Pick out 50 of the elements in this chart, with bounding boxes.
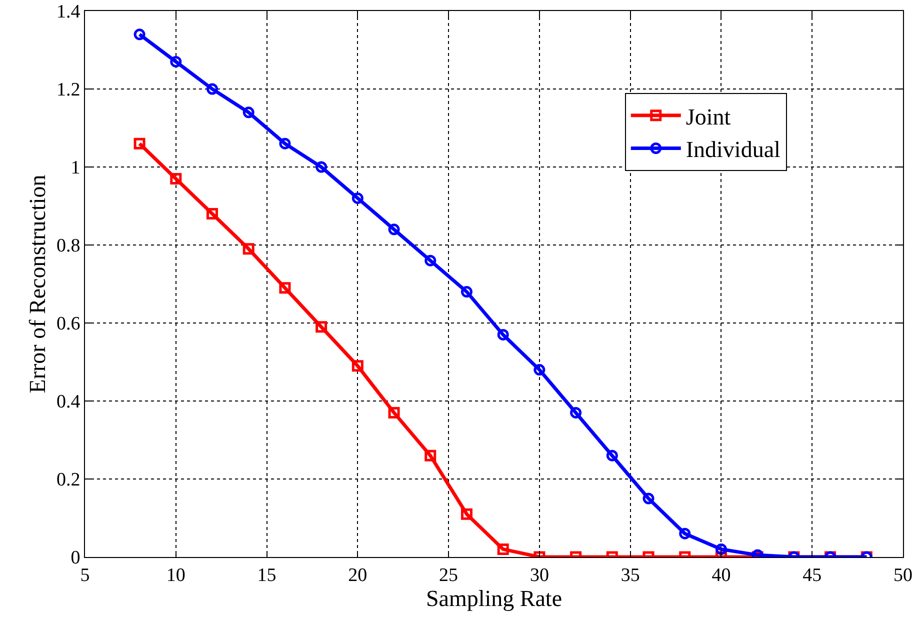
point	[242, 106, 254, 118]
point	[279, 138, 291, 150]
point	[497, 543, 509, 555]
y-axis-title: Error of Reconstruction	[24, 174, 50, 394]
y-tick-label: 0.4	[56, 392, 81, 413]
legend-label: Individual	[686, 137, 780, 162]
point	[316, 161, 328, 173]
point	[352, 360, 364, 372]
point	[134, 28, 146, 40]
point	[460, 508, 472, 520]
point	[352, 192, 364, 204]
x-tick-label: 20	[348, 564, 368, 586]
point	[570, 406, 582, 418]
point	[497, 328, 509, 340]
x-tick-label: 35	[620, 564, 640, 586]
point	[460, 286, 472, 298]
point	[388, 406, 400, 418]
x-tick-label: 25	[439, 564, 458, 586]
y-tick-label: 1	[70, 158, 80, 179]
point	[206, 83, 218, 95]
y-tick-label: 0.2	[56, 470, 80, 491]
y-tick-label: 0.8	[56, 236, 80, 257]
x-tick-label: 45	[802, 564, 822, 586]
point	[424, 450, 436, 462]
point	[715, 543, 727, 555]
y-tick-label: 0.6	[56, 314, 80, 335]
y-tick-label: 1.2	[56, 80, 80, 101]
point	[316, 321, 328, 333]
x-tick-label: 30	[530, 564, 549, 586]
point	[170, 56, 182, 68]
legend-label: Joint	[686, 104, 732, 130]
point	[388, 224, 400, 236]
point	[134, 138, 146, 150]
y-tick-label: 0	[70, 548, 80, 569]
point	[642, 492, 654, 504]
point	[679, 528, 691, 540]
point	[242, 243, 254, 255]
x-tick-label: 50	[894, 564, 912, 586]
x-tick-label: 15	[257, 564, 276, 586]
point	[424, 254, 436, 266]
x-tick-label: 10	[166, 564, 186, 586]
point	[206, 208, 218, 220]
point	[534, 364, 546, 376]
point	[279, 282, 291, 294]
x-tick-label: 5	[80, 564, 90, 586]
y-tick-label: 1.4	[56, 2, 81, 23]
point	[606, 450, 618, 462]
x-tick-label: 40	[712, 564, 731, 586]
x-axis-title: Sampling Rate	[426, 586, 562, 611]
point	[170, 172, 182, 184]
